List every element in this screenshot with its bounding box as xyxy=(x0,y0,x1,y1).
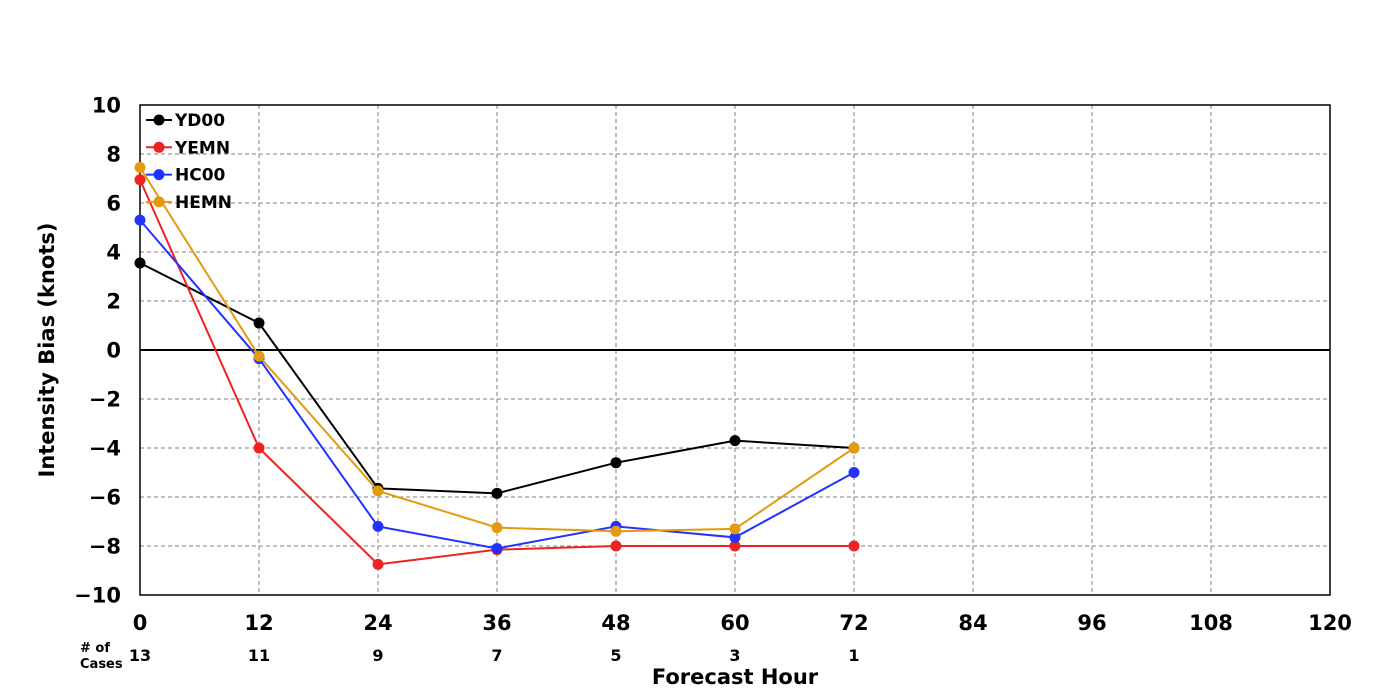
y-tick-label: −8 xyxy=(89,535,121,559)
data-point xyxy=(610,525,622,537)
x-tick-labels: 0 12 24 36 48 60 72 84 96 108 120 xyxy=(133,611,1352,635)
data-point xyxy=(134,161,146,173)
x-tick-label: 120 xyxy=(1308,611,1352,635)
x-tick-label: 72 xyxy=(839,611,868,635)
y-tick-label: −10 xyxy=(74,584,121,608)
data-point xyxy=(253,317,265,329)
legend-label: YEMN xyxy=(174,138,230,158)
data-point xyxy=(134,174,146,186)
data-point xyxy=(253,350,265,362)
data-point xyxy=(848,442,860,454)
y-tick-label: 4 xyxy=(106,241,121,265)
case-count-label: 13 xyxy=(129,646,151,665)
data-point xyxy=(134,214,146,226)
legend-label: HEMN xyxy=(175,193,232,213)
data-point xyxy=(729,523,741,535)
data-point xyxy=(491,542,503,554)
x-tick-label: 96 xyxy=(1077,611,1106,635)
y-tick-label: 6 xyxy=(106,192,121,216)
data-point xyxy=(491,522,503,534)
legend-item-yemn: YEMN xyxy=(146,138,230,158)
data-point xyxy=(372,558,384,570)
data-point xyxy=(729,531,741,543)
y-tick-label: 10 xyxy=(92,94,121,118)
y-tick-label: −2 xyxy=(89,388,121,412)
x-tick-label: 108 xyxy=(1189,611,1233,635)
legend-label: YD00 xyxy=(174,111,225,131)
cases-caption-line2: Cases xyxy=(80,657,123,672)
legend-item-yd00: YD00 xyxy=(146,111,225,131)
y-tick-label: −4 xyxy=(89,437,121,461)
case-count-label: 5 xyxy=(610,646,621,665)
x-tick-label: 12 xyxy=(244,611,273,635)
x-tick-label: 60 xyxy=(720,611,749,635)
legend: YD00 YEMN HC00 HEMN xyxy=(146,111,232,213)
data-point xyxy=(134,257,146,269)
x-tick-label: 48 xyxy=(601,611,630,635)
legend-marker xyxy=(153,196,165,208)
y-tick-label: −6 xyxy=(89,486,121,510)
y-tick-labels: −10 −8 −6 −4 −2 0 2 4 6 8 10 xyxy=(74,94,121,608)
case-count-label: 3 xyxy=(729,646,740,665)
data-point xyxy=(729,435,741,447)
x-tick-label: 24 xyxy=(363,611,392,635)
data-point xyxy=(491,487,503,499)
x-tick-label: 0 xyxy=(133,611,148,635)
data-point xyxy=(610,540,622,552)
y-tick-label: 8 xyxy=(106,143,121,167)
data-point xyxy=(848,540,860,552)
y-tick-label: 0 xyxy=(106,339,121,363)
case-counts: 13 11 9 7 5 3 1 xyxy=(129,646,860,665)
data-point xyxy=(372,485,384,497)
legend-item-hc00: HC00 xyxy=(146,166,226,186)
plot-frame xyxy=(139,104,1331,596)
x-tick-label: 84 xyxy=(958,611,987,635)
legend-item-hemn: HEMN xyxy=(146,193,232,213)
data-point xyxy=(848,467,860,478)
x-tick-label: 36 xyxy=(482,611,511,635)
case-count-label: 1 xyxy=(848,646,859,665)
legend-marker xyxy=(153,141,165,153)
y-tick-label: 2 xyxy=(106,290,121,314)
legend-marker xyxy=(153,114,165,126)
case-count-label: 7 xyxy=(491,646,502,665)
case-count-label: 11 xyxy=(248,646,270,665)
legend-label: HC00 xyxy=(175,166,226,186)
x-axis-title: Forecast Hour xyxy=(652,665,819,689)
series-layer xyxy=(134,161,860,570)
series-hemn xyxy=(134,161,860,537)
data-point xyxy=(729,540,741,552)
data-point xyxy=(372,520,384,532)
cases-caption-line1: # of xyxy=(80,641,110,656)
data-point xyxy=(610,457,622,469)
y-axis-title: Intensity Bias (knots) xyxy=(35,223,59,478)
legend-marker xyxy=(153,169,165,181)
data-point xyxy=(253,442,265,454)
case-count-label: 9 xyxy=(372,646,383,665)
